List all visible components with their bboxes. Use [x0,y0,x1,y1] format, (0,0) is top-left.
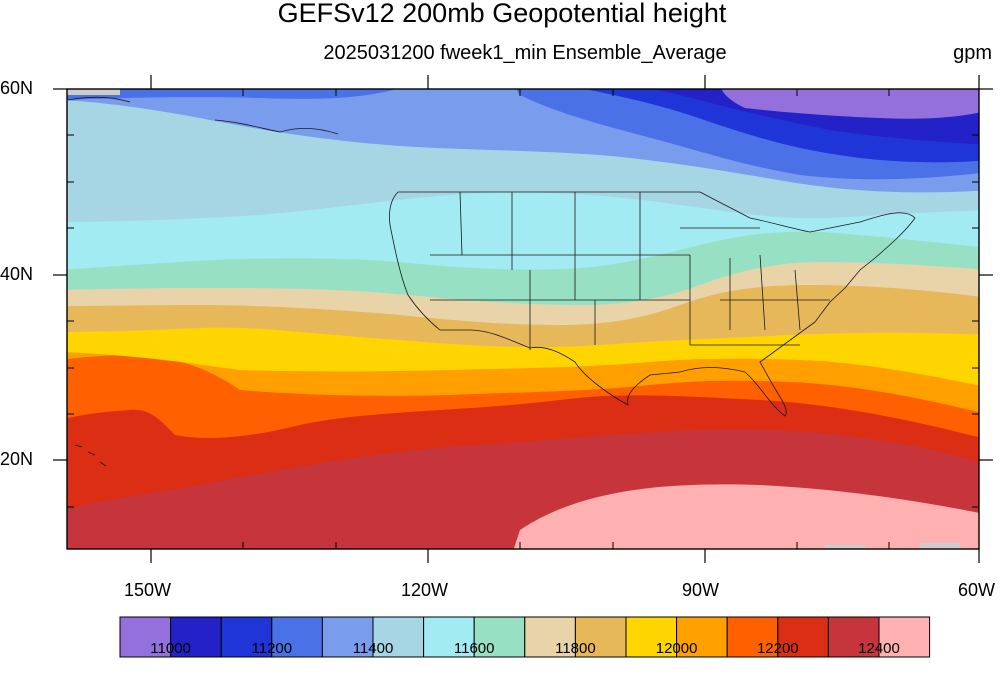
colorbar-swatch [676,616,728,658]
colorbar-label: 11800 [555,640,596,657]
colorbar-swatch [473,616,526,658]
colorbar-swatch [574,616,627,658]
colorbar-label: 11000 [150,640,191,657]
lat-ticks [53,88,993,461]
colorbar-label: 11600 [453,640,495,657]
lat-minor-ticks [67,134,979,508]
units-label: gpm [953,42,992,64]
colorbar-swatch [524,616,576,658]
lon-ticks [150,75,980,563]
colorbar-swatch [271,616,323,658]
colorbar-label: 11400 [352,640,394,657]
colorbar-swatch [726,616,779,658]
colorbar-label: 12000 [655,640,698,657]
map-frame [66,88,980,550]
band-10900 [721,89,979,119]
colorbar-swatch [878,616,931,658]
colorbar-swatch [170,616,222,658]
colorbar-label: 12400 [858,640,900,657]
height-contour-bands [67,89,979,549]
lat-label-60n: 60N [0,78,34,98]
map-title: GEFSv12 200mb Geopotential height [277,0,727,28]
map-subtitle: 2025031200 fweek1_min Ensemble_Average [323,42,727,64]
lon-label-60w: 60W [958,580,996,600]
colorbar [119,616,931,658]
colorbar-swatch [220,616,273,658]
colorbar-swatch [119,616,172,658]
land-mask-patches [67,89,960,549]
colorbar-swatch [423,616,475,658]
lon-label-90w: 90W [682,580,720,600]
colorbar-label: 11200 [251,640,293,657]
colorbar-swatch [625,616,678,658]
lon-minor-ticks [242,89,890,549]
lon-label-150w: 150W [124,580,172,600]
lon-label-120w: 120W [401,580,449,600]
lat-label-20n: 20N [0,449,34,469]
colorbar-label: 12200 [756,640,799,657]
lat-label-40n: 40N [0,264,34,284]
boundary-lines [67,96,916,467]
